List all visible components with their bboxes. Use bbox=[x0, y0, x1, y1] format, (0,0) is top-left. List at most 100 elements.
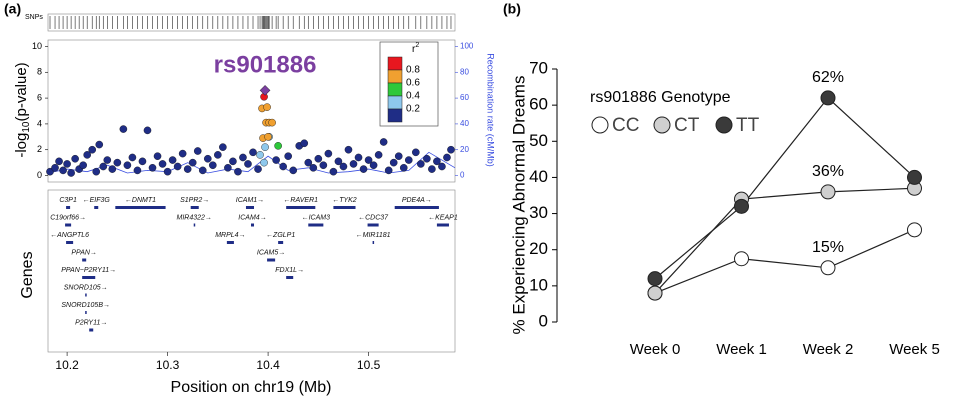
gene-bar bbox=[308, 223, 324, 227]
legend-title-sup: 2 bbox=[415, 42, 419, 49]
gene-bar bbox=[278, 241, 284, 244]
legend-title: r2 bbox=[412, 42, 419, 55]
x-tick-label: 10.2 bbox=[55, 358, 79, 372]
gene-label: ICAM4→ bbox=[238, 214, 266, 221]
x-tick-label: 10.4 bbox=[256, 358, 280, 372]
snp-point bbox=[88, 145, 97, 154]
gene-bar bbox=[333, 206, 356, 209]
snp-point bbox=[349, 160, 358, 168]
track-label: SNPs bbox=[25, 14, 43, 21]
genes-frame bbox=[47, 189, 456, 353]
series-point bbox=[734, 198, 749, 214]
y-tick-label: 4 bbox=[37, 118, 42, 128]
y-tick-label: 0 bbox=[37, 170, 42, 180]
gene-bar bbox=[226, 241, 234, 244]
snp-point bbox=[256, 151, 264, 159]
x-tick-label: 10.3 bbox=[156, 358, 180, 372]
panel-label: (a) bbox=[4, 1, 21, 17]
y-tick-label: 40 bbox=[529, 167, 548, 186]
gene-label: PDE4A→ bbox=[402, 197, 432, 204]
legend-title-main: r bbox=[412, 44, 416, 55]
gene-label: MIR4322→ bbox=[177, 214, 212, 221]
snp-point bbox=[168, 156, 177, 164]
legend-tick-label: 0.6 bbox=[406, 78, 420, 89]
series-line bbox=[654, 187, 915, 294]
x-axis-label: Position on chr19 (Mb) bbox=[171, 379, 332, 396]
legend-tick-label: 0.4 bbox=[406, 91, 420, 102]
gene-label: PPAN→ bbox=[71, 249, 97, 256]
snp-point bbox=[284, 152, 292, 160]
gene-bar bbox=[66, 241, 74, 244]
snp-point bbox=[354, 153, 363, 162]
snp-point bbox=[108, 165, 117, 173]
snp-point bbox=[203, 154, 212, 163]
gene-bar bbox=[85, 293, 87, 297]
snp-point bbox=[188, 158, 197, 167]
snp-point bbox=[193, 147, 202, 155]
lead-label: rs901886 bbox=[214, 51, 317, 78]
y2-tick-label: 20 bbox=[460, 145, 469, 154]
legend-swatch bbox=[387, 69, 403, 84]
gene-bar bbox=[66, 206, 71, 209]
gene-label: ←ANGPTL6 bbox=[50, 232, 89, 239]
snp-point bbox=[300, 139, 309, 148]
y-label-part: 10 bbox=[21, 121, 32, 133]
series-point bbox=[647, 285, 663, 301]
snp-point bbox=[314, 154, 323, 163]
y-tick-label: 10 bbox=[529, 275, 548, 294]
snp-point bbox=[274, 142, 282, 150]
gene-bar bbox=[190, 206, 199, 209]
snp-point bbox=[209, 161, 217, 170]
y-axis-label: % Experiencing Abnormal Dreams bbox=[509, 76, 528, 335]
gene-label: SNORD105→ bbox=[64, 284, 108, 291]
legend-swatch bbox=[387, 56, 403, 71]
gene-label: ICAM1→ bbox=[236, 197, 264, 204]
panel-label: (b) bbox=[503, 1, 521, 17]
series-point bbox=[734, 251, 749, 267]
x-tick-label: Week 5 bbox=[889, 341, 940, 358]
snp-point bbox=[359, 165, 368, 173]
y-tick-label: 70 bbox=[529, 58, 548, 77]
snp-point bbox=[173, 162, 182, 171]
snp-point bbox=[339, 162, 348, 171]
snp-point bbox=[59, 166, 67, 175]
gene-bar bbox=[436, 223, 449, 227]
series-point bbox=[820, 184, 836, 200]
y-axis-label: -log10(p-value) bbox=[13, 62, 32, 157]
gene-label: ←RAVER1 bbox=[283, 197, 318, 204]
snp-point bbox=[447, 145, 455, 154]
series-point bbox=[820, 90, 836, 106]
legend-swatch bbox=[387, 95, 403, 110]
gene-bar bbox=[394, 206, 439, 209]
snp-point bbox=[279, 162, 287, 171]
x-tick-label: Week 2 bbox=[803, 341, 854, 358]
y-tick-label: 60 bbox=[529, 95, 548, 114]
snp-point bbox=[254, 165, 262, 173]
gene-label: ←EIF3G bbox=[83, 197, 111, 204]
snp-point bbox=[329, 167, 338, 176]
gene-label: ←DNMT1 bbox=[125, 197, 156, 204]
y2-axis-label: Recombination rate (cM/Mb) bbox=[486, 53, 496, 167]
snp-point bbox=[394, 152, 403, 160]
gene-bar bbox=[65, 223, 72, 227]
gene-bar bbox=[286, 206, 316, 209]
y-tick-label: 10 bbox=[32, 41, 42, 51]
gene-label: C3P1 bbox=[59, 197, 77, 204]
gene-bar bbox=[82, 258, 87, 262]
snp-point bbox=[79, 161, 87, 170]
y-tick-label: 30 bbox=[529, 203, 548, 222]
snp-point bbox=[289, 166, 298, 175]
snp-point bbox=[158, 160, 167, 168]
snp-point bbox=[103, 156, 112, 164]
legend-tick-label: 0.2 bbox=[406, 104, 420, 115]
gene-bar bbox=[85, 311, 87, 314]
gene-label: PPAN−P2RY11→ bbox=[61, 267, 116, 274]
snp-point bbox=[428, 165, 436, 173]
gene-bar bbox=[267, 258, 276, 262]
series-line bbox=[654, 97, 915, 280]
legend-marker bbox=[591, 116, 609, 134]
snp-point bbox=[364, 156, 373, 164]
y-tick-label: 2 bbox=[37, 144, 42, 154]
snp-point bbox=[153, 152, 162, 160]
